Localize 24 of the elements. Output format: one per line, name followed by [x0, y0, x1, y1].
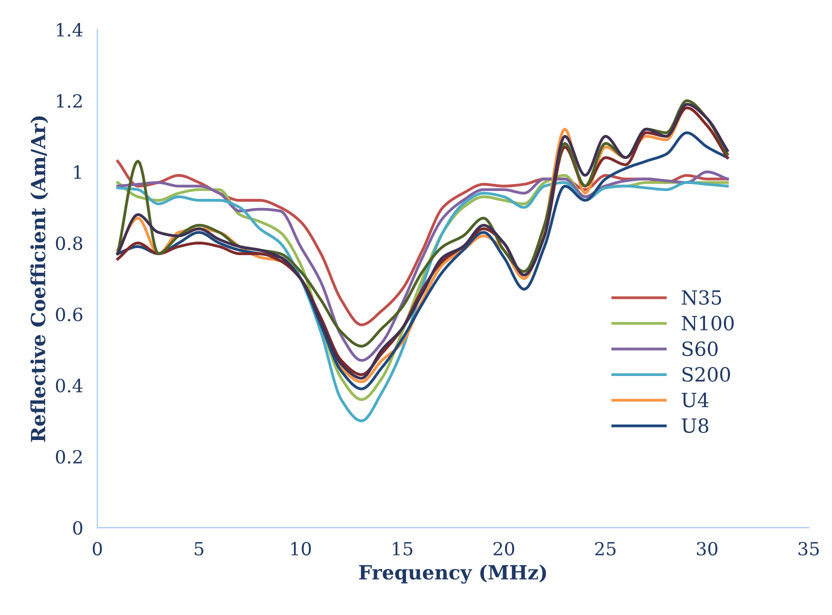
legend-label: U4 [682, 392, 709, 408]
y-tick-label: 0.8 [56, 236, 82, 250]
x-tick-label: 15 [392, 542, 412, 556]
x-tick-label: 20 [494, 542, 514, 556]
x-tick-label: 5 [194, 542, 204, 556]
y-tick-label: 1.4 [56, 22, 83, 37]
x-tick-label: 0 [92, 542, 102, 556]
y-tick-label: 0.4 [56, 378, 83, 392]
legend-label: S200 [682, 367, 730, 382]
x-tick-label: 30 [696, 542, 718, 556]
legend-label: N35 [682, 290, 722, 305]
y-tick-label: 1 [74, 165, 81, 179]
y-axis-title: Reflective Coefficient (Am/Ar) [30, 116, 48, 442]
legend-label: N100 [682, 316, 734, 330]
x-tick-label: 35 [798, 542, 819, 556]
x-tick-label: 10 [291, 542, 311, 556]
y-tick-label: 0.2 [56, 450, 82, 464]
x-tick-label: 25 [595, 542, 616, 556]
y-tick-label: 0.6 [56, 308, 82, 322]
y-tick-label: 1.2 [56, 94, 82, 108]
legend-label: U8 [682, 418, 708, 433]
x-axis-title: Frequency (MHz) [359, 564, 546, 584]
y-tick-label: 0 [73, 521, 82, 535]
legend-label: S60 [682, 341, 718, 356]
